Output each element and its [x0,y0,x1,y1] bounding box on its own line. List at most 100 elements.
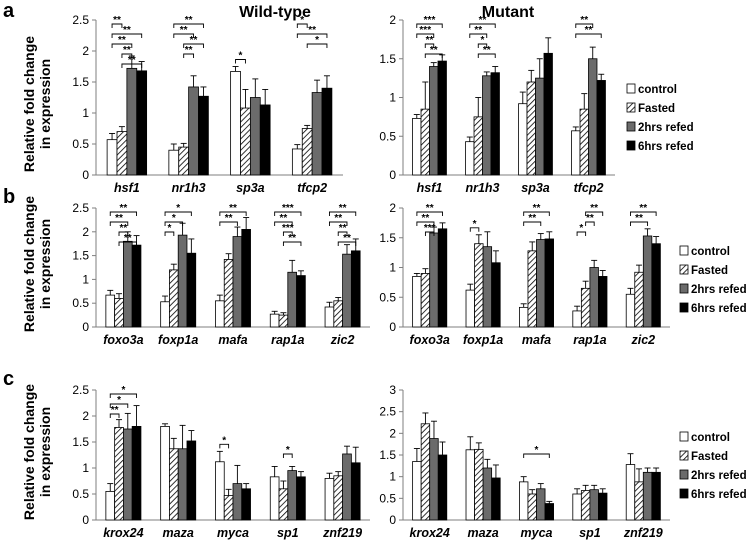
significance-label: ** [308,25,316,36]
category-label: mafa [218,333,247,347]
significance-bracket [523,453,550,458]
bar-fasted [169,269,179,328]
significance-bracket [296,23,308,28]
bar-2hrs-refed [482,75,492,176]
y-tick-label: 0.5 [379,491,396,505]
bar-6hrs-refed [186,440,197,521]
category-label: maza [163,526,194,540]
significance-label: ** [115,213,123,224]
row-label-a: a [3,0,15,22]
bar-6hrs-refed [131,244,142,328]
significance-label: ** [422,213,430,224]
category-label: krox24 [103,526,143,540]
legend-swatch-6hrs-refed [679,488,689,499]
bar-2hrs-refed [177,234,188,328]
bar-fasted [278,314,289,328]
significance-label: ** [635,213,643,224]
significance-label: ** [113,15,121,26]
significance-bracket [328,221,348,226]
significance-label: ** [288,233,296,244]
category-label: hsf1 [114,181,140,195]
bar-2hrs-refed [588,58,598,176]
bar-fasted [474,243,484,328]
bar-6hrs-refed [543,52,553,176]
significance-bracket [424,53,443,58]
significance-label: ** [479,15,487,26]
bar-fasted [114,298,124,328]
bar-fasted [178,146,190,176]
bar-2hrs-refed [642,471,653,521]
bar-6hrs-refed [651,471,661,521]
y-axis-title-c: Relative fold change in expression [21,384,53,520]
bar-control [269,313,280,328]
y-axis-title-line2: in expression [37,59,53,149]
bar-6hrs-refed [437,60,447,176]
legend-label: Fasted [638,103,675,115]
significance-bracket [416,33,435,38]
bar-6hrs-refed [321,87,333,176]
bar-control [106,139,118,176]
bar-fasted [579,108,589,176]
category-label: myca [217,526,249,540]
significance-label: ** [533,203,541,214]
y-tick-label: 3 [389,383,396,397]
bar-fasted [420,273,431,328]
significance-label: *** [419,25,431,36]
bar-fasted [634,481,644,521]
legend-swatch-fasted [626,102,636,113]
category-label: tfcp2 [297,181,327,195]
significance-bracket [109,403,129,408]
category-label: nr1h3 [172,181,206,195]
significance-bracket [585,211,604,216]
bar-control [571,130,581,176]
significance-bracket [274,221,293,226]
significance-label: ** [180,25,188,36]
legend-swatch-6hrs-refed [679,302,689,313]
bar-2hrs-refed [311,92,323,176]
significance-label: ** [120,223,128,234]
significance-label: ** [426,203,434,214]
legend-swatch-fasted [679,450,689,461]
legend-swatch-2hrs-refed [679,283,689,294]
significance-bracket [337,231,348,236]
category-label: znf219 [623,526,663,540]
significance-bracket [424,231,435,236]
legend-label: Fasted [691,451,728,463]
bar-6hrs-refed [437,454,448,521]
bar-fasted [420,423,431,521]
significance-bracket [523,221,542,226]
y-tick-label: 2.5 [379,405,396,419]
category-label: foxp1a [463,333,503,347]
significance-bracket [109,393,138,398]
y-axis-title-line2: in expression [37,219,53,309]
panel-title-mutant: Mutant [482,4,535,21]
significance-bracket [416,211,443,216]
significance-bracket [183,43,204,48]
significance-label: * [176,203,180,214]
y-tick-label: 0 [389,513,396,527]
legend-swatch-2hrs-refed [679,469,689,480]
bar-fasted [420,108,430,176]
bar-2hrs-refed [482,246,493,328]
bar-2hrs-refed [287,470,297,521]
significance-bracket [274,211,302,216]
bar-control [465,141,475,176]
y-tick-label: 1.5 [379,448,396,462]
legend-label: 2hrs refed [638,122,694,134]
y-tick-label: 1.5 [72,435,89,449]
significance-label: * [222,435,226,446]
bar-control [215,300,225,328]
legend-swatch-control [626,83,636,94]
bar-6hrs-refed [350,462,361,521]
y-tick-label: 2 [389,426,396,440]
bar-2hrs-refed [188,86,199,176]
legend-label: Fasted [691,265,728,277]
y-axis-title-line1: Relative fold change [21,196,37,332]
y-tick-label: 2.5 [72,13,89,27]
significance-bracket [173,23,204,28]
bar-2hrs-refed [482,467,493,521]
y-tick-label: 1 [82,106,89,120]
bar-2hrs-refed [642,235,653,328]
bar-2hrs-refed [429,66,439,176]
